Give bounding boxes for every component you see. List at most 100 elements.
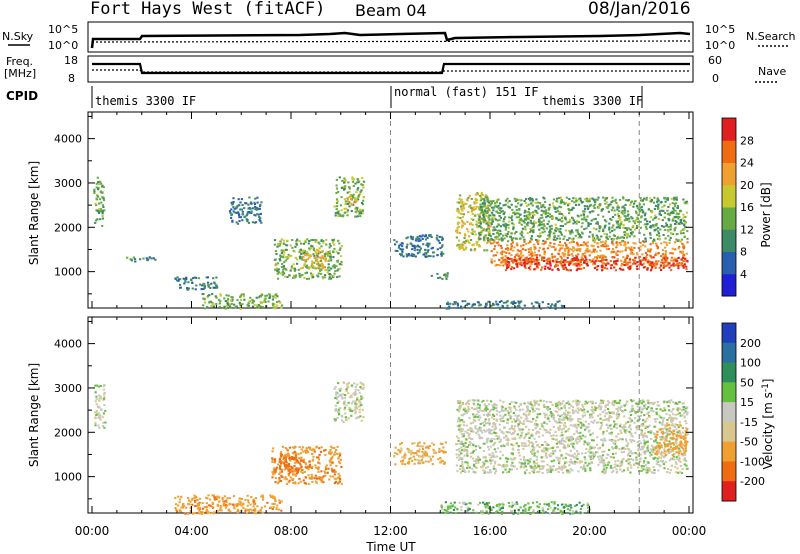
colorbar-segment xyxy=(722,273,736,297)
data-cell xyxy=(576,229,579,232)
data-cell xyxy=(516,425,520,427)
data-cell xyxy=(573,257,576,260)
data-cell xyxy=(514,205,517,208)
data-cell xyxy=(580,460,583,463)
data-cell xyxy=(405,253,408,256)
data-cell xyxy=(359,381,362,384)
data-cell xyxy=(476,410,479,413)
data-cell xyxy=(589,197,592,200)
data-cell xyxy=(644,406,647,409)
data-region xyxy=(174,276,219,291)
data-cell xyxy=(479,233,482,236)
data-cell xyxy=(524,217,527,220)
data-cell xyxy=(490,250,493,253)
data-cell xyxy=(555,260,559,263)
data-cell xyxy=(340,466,343,468)
data-cell xyxy=(292,456,295,459)
data-cell xyxy=(560,217,564,220)
data-cell xyxy=(554,264,557,267)
data-cell xyxy=(101,209,104,212)
data-cell xyxy=(299,463,302,466)
data-cell xyxy=(579,461,582,464)
data-cell xyxy=(238,214,241,216)
data-cell xyxy=(610,218,613,221)
data-cell xyxy=(495,241,499,244)
data-cell xyxy=(676,262,679,265)
data-cell xyxy=(685,265,688,268)
data-cell xyxy=(502,432,505,435)
data-cell xyxy=(492,200,495,202)
data-cell xyxy=(563,235,566,238)
data-cell xyxy=(518,304,521,307)
data-cell xyxy=(559,202,562,205)
data-cell xyxy=(341,396,344,399)
data-cell xyxy=(251,305,254,308)
data-cell xyxy=(305,449,308,452)
data-cell xyxy=(321,264,325,267)
data-cell xyxy=(288,465,291,468)
data-cell xyxy=(654,267,657,269)
data-cell xyxy=(428,445,431,447)
data-cell xyxy=(315,480,318,483)
data-cell xyxy=(185,506,188,509)
data-cell xyxy=(530,235,533,238)
data-cell xyxy=(271,458,274,461)
data-cell xyxy=(549,467,552,470)
data-cell xyxy=(617,406,620,409)
data-cell xyxy=(285,482,289,485)
data-cell xyxy=(99,408,103,411)
data-cell xyxy=(256,306,259,309)
data-cell xyxy=(645,198,648,201)
data-cell xyxy=(531,254,534,257)
data-cell xyxy=(595,228,598,231)
data-cell xyxy=(466,239,469,242)
data-cell xyxy=(101,212,104,215)
data-cell xyxy=(484,234,487,237)
data-cell xyxy=(328,269,331,272)
data-cell xyxy=(493,415,496,417)
data-cell xyxy=(488,232,491,235)
data-cell xyxy=(288,479,291,482)
data-cell xyxy=(513,405,516,408)
data-cell xyxy=(571,406,575,409)
data-cell xyxy=(311,245,314,248)
data-cell xyxy=(420,458,424,461)
data-cell xyxy=(629,432,632,435)
data-cell xyxy=(278,458,281,461)
data-cell xyxy=(409,235,412,238)
data-cell xyxy=(346,197,349,200)
data-cell xyxy=(499,457,502,460)
data-cell xyxy=(354,210,357,213)
data-cell xyxy=(424,454,427,457)
data-cell xyxy=(493,462,497,465)
data-cell xyxy=(585,218,588,221)
data-cell xyxy=(679,240,682,243)
data-cell xyxy=(536,254,539,257)
data-cell xyxy=(475,459,478,462)
data-cell xyxy=(629,458,633,460)
data-cell xyxy=(222,500,225,503)
data-cell xyxy=(682,436,685,439)
data-cell xyxy=(535,198,538,201)
data-cell xyxy=(99,418,102,421)
data-cell xyxy=(249,207,252,210)
data-cell xyxy=(627,227,630,230)
data-cell xyxy=(338,267,341,270)
data-cell xyxy=(95,410,99,413)
data-cell xyxy=(318,453,321,456)
data-cell xyxy=(626,210,630,213)
data-cell xyxy=(568,254,571,257)
data-cell xyxy=(190,279,193,281)
data-cell xyxy=(487,224,490,227)
data-cell xyxy=(624,243,627,246)
data-cell xyxy=(511,461,514,464)
data-cell xyxy=(522,262,525,265)
data-cell xyxy=(591,233,594,236)
data-cell xyxy=(515,263,518,266)
data-cell xyxy=(219,300,222,303)
data-cell xyxy=(631,258,635,261)
data-cell xyxy=(566,414,569,417)
data-cell xyxy=(283,267,286,270)
data-cell xyxy=(529,199,532,202)
data-cell xyxy=(205,502,208,505)
